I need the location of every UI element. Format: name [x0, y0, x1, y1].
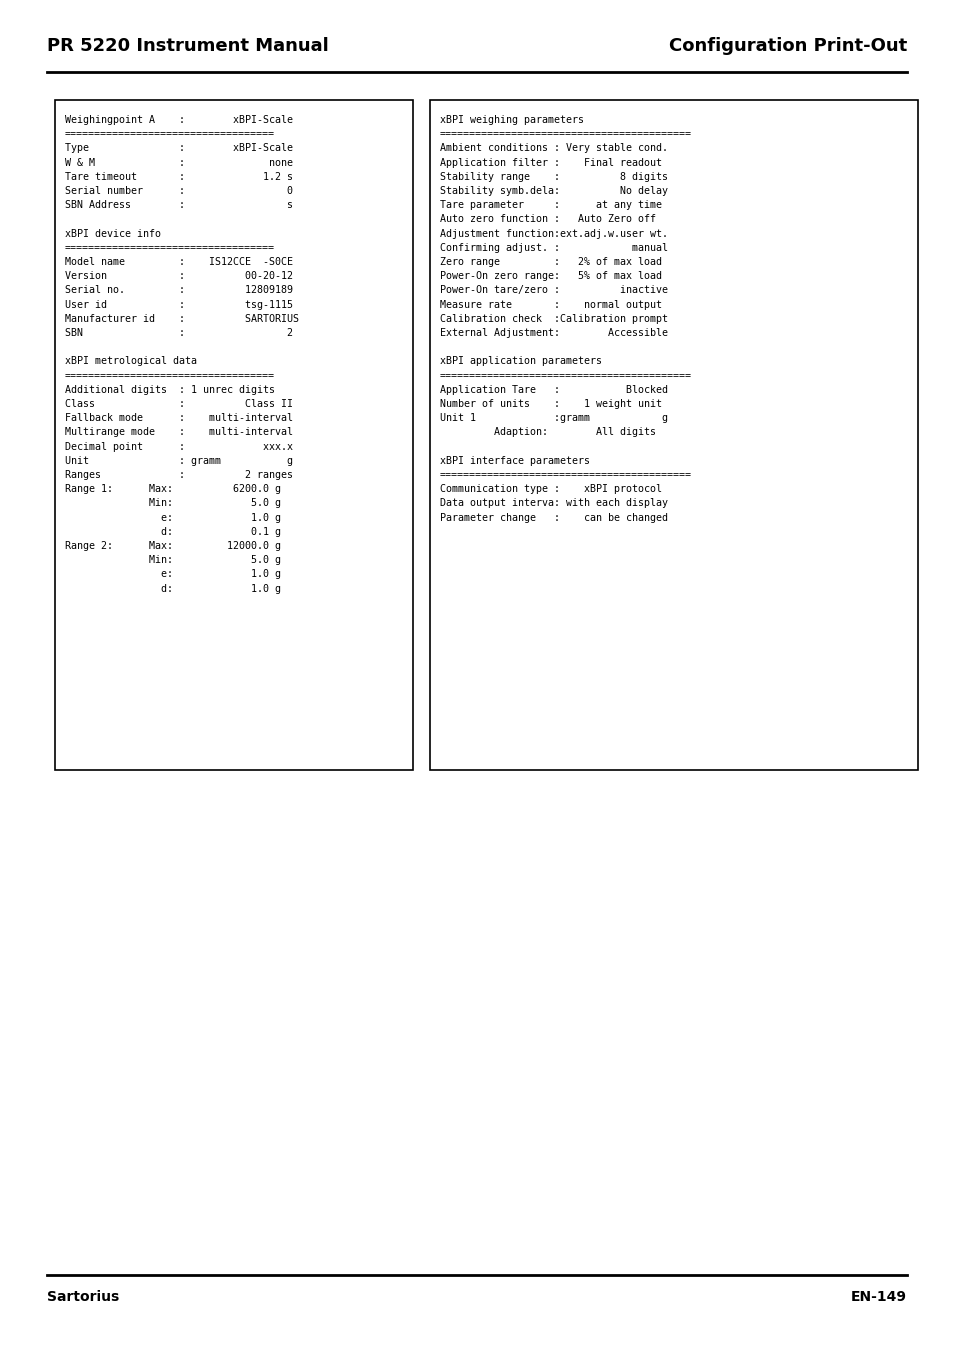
Text: xBPI device info: xBPI device info	[65, 228, 161, 239]
Text: ==========================================: ========================================…	[439, 470, 691, 481]
Text: d:             1.0 g: d: 1.0 g	[65, 583, 281, 594]
Text: Adaption:        All digits: Adaption: All digits	[439, 428, 656, 437]
Text: Fallback mode      :    multi-interval: Fallback mode : multi-interval	[65, 413, 293, 423]
Text: Ambient conditions : Very stable cond.: Ambient conditions : Very stable cond.	[439, 143, 667, 154]
Text: Multirange mode    :    multi-interval: Multirange mode : multi-interval	[65, 428, 293, 437]
Text: ===================================: ===================================	[65, 243, 274, 252]
Text: ==========================================: ========================================…	[439, 371, 691, 381]
Text: Data output interva: with each display: Data output interva: with each display	[439, 498, 667, 509]
Text: Weighingpoint A    :        xBPI-Scale: Weighingpoint A : xBPI-Scale	[65, 115, 293, 126]
Text: Confirming adjust. :            manual: Confirming adjust. : manual	[439, 243, 667, 252]
Text: Range 1:      Max:          6200.0 g: Range 1: Max: 6200.0 g	[65, 485, 281, 494]
FancyBboxPatch shape	[55, 100, 413, 769]
Text: Model name         :    IS12CCE  -S0CE: Model name : IS12CCE -S0CE	[65, 256, 293, 267]
Text: ===================================: ===================================	[65, 371, 274, 381]
Text: SBN                :                 2: SBN : 2	[65, 328, 293, 338]
Text: Unit 1             :gramm            g: Unit 1 :gramm g	[439, 413, 667, 423]
Text: e:             1.0 g: e: 1.0 g	[65, 570, 281, 579]
Text: xBPI weighing parameters: xBPI weighing parameters	[439, 115, 583, 126]
Text: Stability range    :          8 digits: Stability range : 8 digits	[439, 171, 667, 182]
Text: xBPI interface parameters: xBPI interface parameters	[439, 456, 589, 466]
Text: External Adjustment:        Accessible: External Adjustment: Accessible	[439, 328, 667, 338]
Text: PR 5220 Instrument Manual: PR 5220 Instrument Manual	[47, 36, 329, 55]
Text: Parameter change   :    can be changed: Parameter change : can be changed	[439, 513, 667, 522]
Text: Manufacturer id    :          SARTORIUS: Manufacturer id : SARTORIUS	[65, 313, 298, 324]
Text: W & M              :              none: W & M : none	[65, 158, 293, 167]
Text: Application filter :    Final readout: Application filter : Final readout	[439, 158, 661, 167]
Text: d:             0.1 g: d: 0.1 g	[65, 526, 281, 537]
Text: SBN Address        :                 s: SBN Address : s	[65, 200, 293, 211]
Text: Tare timeout       :             1.2 s: Tare timeout : 1.2 s	[65, 171, 293, 182]
Text: Serial number      :                 0: Serial number : 0	[65, 186, 293, 196]
Text: Power-On zero range:   5% of max load: Power-On zero range: 5% of max load	[439, 271, 661, 281]
Text: e:             1.0 g: e: 1.0 g	[65, 513, 281, 522]
Text: ==========================================: ========================================…	[439, 130, 691, 139]
Text: Min:             5.0 g: Min: 5.0 g	[65, 498, 281, 509]
Text: Decimal point      :             xxx.x: Decimal point : xxx.x	[65, 441, 293, 452]
Text: Class              :          Class II: Class : Class II	[65, 400, 293, 409]
Text: Auto zero function :   Auto Zero off: Auto zero function : Auto Zero off	[439, 215, 656, 224]
Text: Number of units    :    1 weight unit: Number of units : 1 weight unit	[439, 400, 661, 409]
Text: xBPI metrological data: xBPI metrological data	[65, 356, 196, 366]
Text: Additional digits  : 1 unrec digits: Additional digits : 1 unrec digits	[65, 385, 274, 394]
Text: Type               :        xBPI-Scale: Type : xBPI-Scale	[65, 143, 293, 154]
Text: Range 2:      Max:         12000.0 g: Range 2: Max: 12000.0 g	[65, 541, 281, 551]
Text: Tare parameter     :      at any time: Tare parameter : at any time	[439, 200, 661, 211]
Text: xBPI application parameters: xBPI application parameters	[439, 356, 601, 366]
Text: Sartorius: Sartorius	[47, 1291, 119, 1304]
Text: User id            :          tsg-1115: User id : tsg-1115	[65, 300, 293, 309]
Text: Version            :          00-20-12: Version : 00-20-12	[65, 271, 293, 281]
Text: Zero range         :   2% of max load: Zero range : 2% of max load	[439, 256, 661, 267]
Text: ===================================: ===================================	[65, 130, 274, 139]
Text: Calibration check  :Calibration prompt: Calibration check :Calibration prompt	[439, 313, 667, 324]
Text: Configuration Print-Out: Configuration Print-Out	[668, 36, 906, 55]
Text: Stability symb.dela:          No delay: Stability symb.dela: No delay	[439, 186, 667, 196]
FancyBboxPatch shape	[430, 100, 917, 769]
Text: Serial no.         :          12809189: Serial no. : 12809189	[65, 285, 293, 296]
Text: Adjustment function:ext.adj.w.user wt.: Adjustment function:ext.adj.w.user wt.	[439, 228, 667, 239]
Text: Power-On tare/zero :          inactive: Power-On tare/zero : inactive	[439, 285, 667, 296]
Text: Min:             5.0 g: Min: 5.0 g	[65, 555, 281, 566]
Text: Ranges             :          2 ranges: Ranges : 2 ranges	[65, 470, 293, 481]
Text: Application Tare   :           Blocked: Application Tare : Blocked	[439, 385, 667, 394]
Text: Communication type :    xBPI protocol: Communication type : xBPI protocol	[439, 485, 661, 494]
Text: EN-149: EN-149	[850, 1291, 906, 1304]
Text: Measure rate       :    normal output: Measure rate : normal output	[439, 300, 661, 309]
Text: Unit               : gramm           g: Unit : gramm g	[65, 456, 293, 466]
